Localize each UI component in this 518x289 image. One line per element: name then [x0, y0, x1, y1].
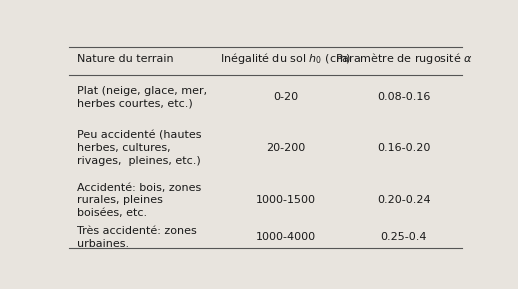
Text: 0.25-0.4: 0.25-0.4	[381, 232, 427, 242]
Text: 1000-1500: 1000-1500	[255, 195, 315, 205]
Text: 0-20: 0-20	[273, 92, 298, 102]
Text: 0.16-0.20: 0.16-0.20	[377, 143, 430, 153]
Text: Paramètre de rugosité $\alpha$: Paramètre de rugosité $\alpha$	[335, 51, 473, 66]
Text: Peu accidenté (hautes
herbes, cultures,
rivages,  pleines, etc.): Peu accidenté (hautes herbes, cultures, …	[77, 130, 202, 166]
Text: Accidenté: bois, zones
rurales, pleines
boisées, etc.: Accidenté: bois, zones rurales, pleines …	[77, 183, 201, 218]
Text: Plat (neige, glace, mer,
herbes courtes, etc.): Plat (neige, glace, mer, herbes courtes,…	[77, 86, 207, 109]
Text: 20-200: 20-200	[266, 143, 305, 153]
Text: Inégalité du sol $h_0$ (cm): Inégalité du sol $h_0$ (cm)	[220, 51, 351, 66]
Text: Nature du terrain: Nature du terrain	[77, 53, 174, 64]
Text: 0.20-0.24: 0.20-0.24	[377, 195, 431, 205]
Text: 0.08-0.16: 0.08-0.16	[377, 92, 430, 102]
Text: Très accidenté: zones
urbaines.: Très accidenté: zones urbaines.	[77, 226, 196, 249]
Text: 1000-4000: 1000-4000	[255, 232, 315, 242]
